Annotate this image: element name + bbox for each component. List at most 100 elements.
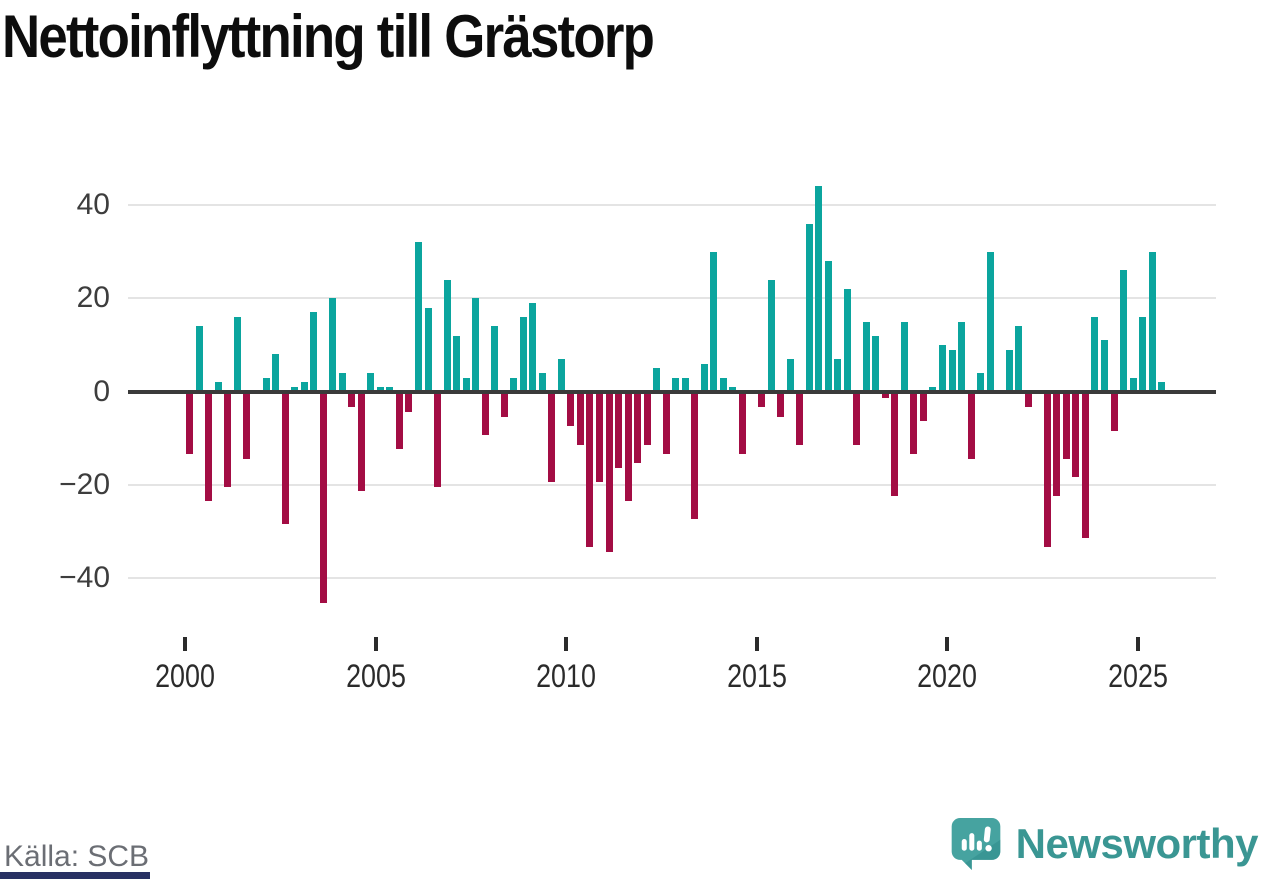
bar-2008-q1 [491,326,499,392]
bar-2010-q2 [576,393,584,445]
bar-2002-q1 [262,377,270,392]
bar-2006-q3 [434,393,442,487]
bar-2013-q4 [710,251,718,392]
bar-2003-q3 [319,393,327,604]
bar-2009-q4 [557,358,565,392]
bar-2022-q4 [1053,393,1061,497]
x-axis-tick [754,637,759,651]
bar-2015-q1 [757,393,765,408]
y-axis-label: −40 [59,561,110,595]
bar-2007-q2 [462,377,470,392]
bar-2008-q3 [510,377,518,392]
x-axis-tick [183,637,188,651]
bar-2007-q4 [481,393,489,436]
x-axis-tick [564,637,569,651]
bar-2024-q2 [1110,393,1118,431]
bar-2011-q1 [605,393,613,553]
bar-2020-q1 [948,349,956,392]
x-axis-label: 2025 [1107,658,1168,694]
bar-2017-q4 [862,321,870,392]
y-axis-label: 40 [76,187,110,221]
bar-2002-q3 [281,393,289,525]
bar-2008-q4 [519,316,527,392]
bar-2018-q3 [891,393,899,497]
bar-2003-q1 [300,382,308,392]
bar-2000-q1 [186,393,194,455]
x-axis-label: 2020 [917,658,978,694]
bar-2017-q2 [843,288,851,392]
bar-2002-q2 [272,354,280,392]
bar-2019-q1 [910,393,918,455]
bar-2013-q1 [681,377,689,392]
bar-2012-q1 [643,393,651,445]
bar-2014-q2 [729,386,737,392]
bar-2015-q4 [786,358,794,392]
bar-2006-q1 [414,242,422,392]
x-axis-tick [945,637,950,651]
y-axis-label: 0 [93,374,110,408]
bar-2006-q2 [424,307,432,392]
bar-2020-q4 [977,372,985,392]
bar-2002-q4 [291,386,299,392]
bar-2013-q2 [691,393,699,520]
bar-2008-q2 [500,393,508,417]
bar-2011-q2 [615,393,623,469]
x-axis-label: 2015 [726,658,787,694]
x-axis-label: 2010 [536,658,597,694]
bar-2009-q3 [548,393,556,483]
bar-2015-q2 [767,279,775,392]
bar-2004-q4 [367,372,375,392]
bar-2012-q2 [653,368,661,392]
chart-bar-glyph [976,840,982,851]
bar-2004-q1 [338,372,346,392]
bar-2023-q2 [1072,393,1080,478]
bar-chart-speech-bubble-icon [951,818,1000,870]
bar-2000-q3 [205,393,213,501]
chart-bar-glyph [961,838,967,851]
x-axis-tick [1135,637,1140,651]
bar-2009-q1 [529,302,537,392]
bar-2016-q3 [815,186,823,392]
bar-2000-q2 [195,326,203,392]
exclamation-dot [985,845,992,852]
newsworthy-logo: Newsworthy [950,816,1259,872]
source-text: Källa: SCB [4,840,150,873]
gridline [128,483,1216,486]
bar-2001-q2 [233,316,241,392]
x-axis-line [128,389,1216,394]
bar-2001-q1 [224,393,232,487]
bar-2003-q2 [310,312,318,392]
bottom-accent-bar [0,872,150,879]
bar-2014-q3 [738,393,746,455]
bar-2025-q1 [1139,316,1147,392]
bar-2013-q3 [700,363,708,392]
bar-2020-q2 [958,321,966,392]
bar-2019-q2 [919,393,927,422]
bar-2020-q3 [967,393,975,459]
gridline [128,203,1216,206]
bar-2021-q1 [986,251,994,392]
gridline [128,297,1216,300]
bar-2000-q4 [214,382,222,392]
y-axis-label: −20 [59,467,110,501]
bar-2005-q1 [376,386,384,392]
chart-bar-glyph [968,833,974,851]
bar-2018-q1 [872,335,880,392]
bar-2021-q3 [1005,349,1013,392]
bar-2025-q2 [1148,251,1156,392]
bar-2024-q4 [1129,377,1137,392]
bar-2005-q3 [395,393,403,450]
bar-2024-q3 [1120,270,1128,392]
bar-2006-q4 [443,279,451,392]
bar-2012-q4 [672,377,680,392]
x-axis-label: 2000 [155,658,215,694]
bar-2016-q2 [805,223,813,392]
bar-2024-q1 [1100,340,1108,392]
bar-2023-q3 [1081,393,1089,539]
bar-2005-q2 [386,386,394,392]
bar-2023-q4 [1091,316,1099,392]
bar-2014-q1 [719,377,727,392]
bar-2005-q4 [405,393,413,413]
bar-2025-q3 [1158,382,1166,392]
